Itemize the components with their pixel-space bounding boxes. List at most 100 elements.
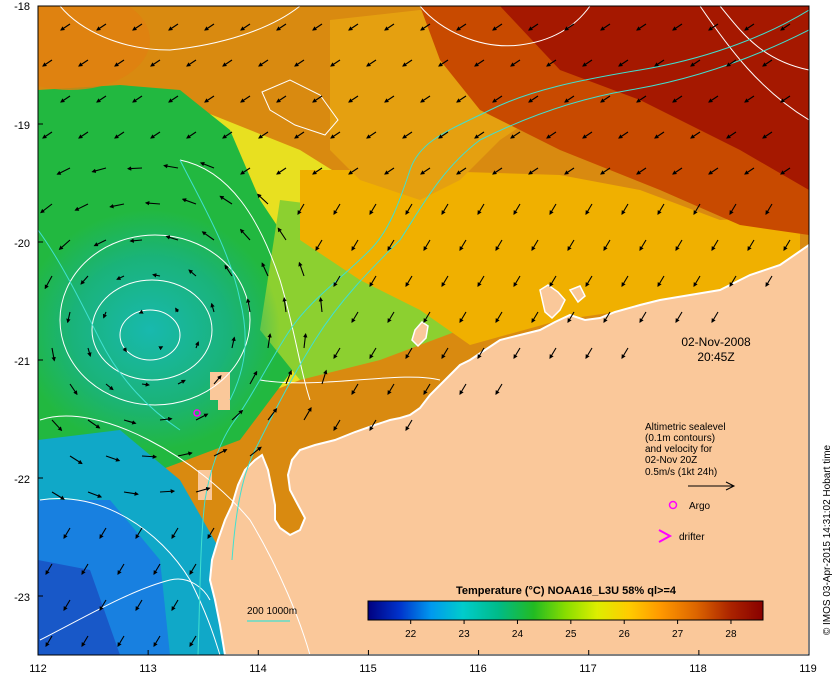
y-axis-labels: -18 -19 -20 -21 -22 -23: [14, 1, 30, 604]
velocity-arrow: [366, 131, 377, 139]
x-tick-116: 116: [469, 663, 487, 675]
velocity-arrow: [495, 383, 503, 395]
velocity-arrow: [621, 203, 629, 215]
velocity-arrow: [246, 298, 251, 313]
velocity-arrow: [207, 527, 215, 539]
velocity-arrow: [294, 59, 305, 67]
velocity-arrow: [231, 409, 244, 421]
colorbar-gradient: [367, 600, 764, 621]
velocity-arrow: [51, 491, 65, 500]
velocity-arrow: [654, 59, 665, 67]
velocity-arrow: [45, 635, 53, 647]
colorbar-tick-label: 24: [512, 629, 524, 640]
velocity-arrow: [114, 131, 125, 139]
velocity-arrow: [333, 419, 341, 431]
argo-float-marker: [193, 409, 201, 417]
velocity-arrow: [96, 95, 107, 103]
velocity-arrow: [210, 302, 215, 313]
velocity-arrow: [141, 454, 158, 459]
velocity-arrow: [711, 239, 719, 251]
velocity-arrow: [492, 95, 503, 103]
velocity-arrow: [618, 131, 629, 139]
velocity-arrows: [40, 23, 791, 647]
velocity-arrow: [175, 307, 180, 313]
velocity-arrow: [618, 59, 629, 67]
velocity-arrow: [387, 311, 395, 323]
velocity-arrow: [474, 59, 485, 67]
velocity-arrow: [117, 635, 125, 647]
velocity-arrow: [438, 131, 449, 139]
velocity-arrow: [348, 95, 359, 103]
velocity-scale-arrowhead: [725, 481, 736, 491]
velocity-arrow: [282, 297, 287, 313]
velocity-arrow: [369, 419, 377, 431]
velocity-arrow: [109, 203, 125, 209]
velocity-arrow: [405, 203, 413, 215]
velocity-arrow: [549, 203, 557, 215]
velocity-arrow: [654, 131, 665, 139]
velocity-arrow: [231, 336, 236, 349]
velocity-arrow: [99, 599, 107, 611]
x-tick-119: 119: [799, 663, 817, 675]
velocity-arrow: [165, 235, 179, 241]
velocity-arrow: [708, 95, 719, 103]
velocity-arrow: [163, 164, 179, 169]
velocity-arrow: [366, 59, 377, 67]
velocity-arrow: [42, 131, 53, 139]
velocity-arrow: [195, 486, 211, 493]
velocity-arrow: [224, 264, 233, 277]
x-tick-118: 118: [689, 663, 707, 675]
velocity-arrow: [603, 311, 611, 323]
velocity-arrow: [762, 131, 773, 139]
velocity-arrow: [600, 167, 611, 175]
velocity-arrow: [546, 59, 557, 67]
velocity-arrow: [123, 491, 139, 496]
velocity-arrow: [564, 167, 575, 175]
velocity-arrow: [369, 275, 377, 287]
velocity-arrow: [672, 167, 683, 175]
velocity-arrow: [204, 95, 215, 103]
velocity-arrow: [510, 131, 521, 139]
velocity-arrow: [330, 131, 341, 139]
velocity-arrow: [600, 23, 611, 31]
velocity-arrow: [492, 167, 503, 175]
velocity-arrow: [80, 275, 89, 285]
velocity-arrow: [657, 203, 665, 215]
velocity-arrow: [135, 527, 143, 539]
velocity-arrow: [315, 239, 323, 251]
velocity-arrow: [78, 131, 89, 139]
velocity-arrow: [708, 23, 719, 31]
velocity-arrow: [240, 95, 251, 103]
colorbar-tick-label: 23: [459, 629, 471, 640]
velocity-arrow: [87, 419, 101, 429]
velocity-arrow: [384, 95, 395, 103]
velocity-arrow: [91, 167, 107, 173]
velocity-arrow: [66, 311, 71, 324]
velocity-arrow: [188, 269, 197, 277]
velocity-arrow: [199, 162, 215, 169]
sst-field: [38, 6, 809, 655]
isobath-legend: 200 1000m: [247, 606, 297, 622]
velocity-arrow: [585, 203, 593, 215]
velocity-arrow: [171, 599, 179, 611]
velocity-arrow: [402, 131, 413, 139]
velocity-arrow: [423, 311, 431, 323]
velocity-arrow: [312, 95, 323, 103]
velocity-legend-line-1: Altimetric sealevel: [645, 422, 726, 433]
plot-frame: [37, 5, 810, 656]
velocity-arrow: [726, 131, 737, 139]
velocity-arrow: [240, 167, 251, 175]
velocity-arrow: [528, 23, 539, 31]
velocity-arrow: [153, 635, 161, 647]
velocity-arrow: [405, 275, 413, 287]
velocity-arrow: [441, 347, 449, 359]
colorbar: Temperature (°C) NOAA16_L3U 58% ql>=4 22…: [367, 585, 764, 640]
velocity-arrow: [195, 413, 209, 421]
velocity-arrow: [765, 203, 773, 215]
velocity-arrow: [384, 23, 395, 31]
velocity-arrow: [294, 131, 305, 139]
velocity-arrow: [222, 131, 233, 139]
velocity-arrow: [729, 203, 737, 215]
velocity-arrow: [351, 311, 359, 323]
velocity-arrow: [99, 527, 107, 539]
